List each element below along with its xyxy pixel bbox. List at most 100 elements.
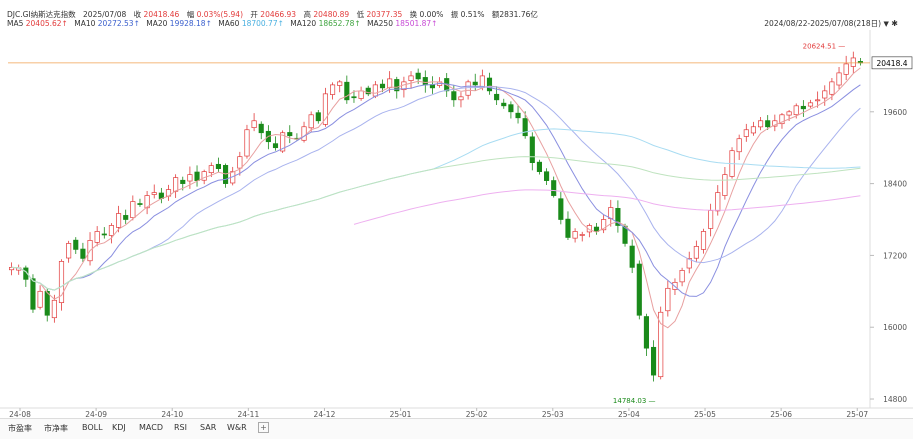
- candle-body: [215, 163, 221, 169]
- candle-body: [700, 231, 707, 250]
- last-price-label: 20418.4: [876, 59, 907, 68]
- ma20-label: MA20: [146, 19, 168, 28]
- tab-kdj[interactable]: KDJ: [112, 423, 126, 432]
- x-tick-label: 24-10: [161, 410, 183, 418]
- candle-body: [793, 105, 799, 116]
- ma60-legend: MA60 18700.77↑: [218, 19, 284, 28]
- tab-wr[interactable]: W&R: [227, 423, 247, 432]
- candle-body: [750, 126, 756, 134]
- turnover-value: 0.00%: [419, 10, 444, 19]
- open-value: 20466.93: [260, 10, 297, 19]
- candle-body: [144, 195, 150, 209]
- candle-body: [330, 84, 336, 95]
- min-price-label: 14784.03 —: [613, 397, 656, 405]
- candle-body: [251, 120, 257, 128]
- chart-background: [0, 30, 913, 418]
- candle-body: [765, 120, 771, 128]
- candle-body: [194, 171, 200, 181]
- candle-body: [208, 165, 214, 174]
- x-tick-label: 25-06: [770, 410, 792, 418]
- candle-body: [850, 57, 856, 67]
- ma10-value: 20272.53↑: [97, 19, 140, 28]
- candle-body: [37, 290, 43, 308]
- candle-body: [108, 225, 114, 236]
- candle-body: [786, 111, 792, 116]
- candle-body: [9, 267, 15, 271]
- candle-body: [501, 102, 507, 107]
- settings-icon[interactable]: ✱: [891, 19, 898, 28]
- high-label: 高: [303, 10, 311, 19]
- period-toolbar: [0, 0, 913, 8]
- candle-body: [344, 81, 350, 101]
- candle-body: [601, 219, 607, 231]
- ma60-value: 18700.77↑: [241, 19, 284, 28]
- candle-body: [94, 231, 100, 243]
- candle-body: [529, 136, 535, 164]
- candle-body: [258, 123, 264, 134]
- candle-body: [51, 299, 57, 319]
- candle-body: [451, 91, 457, 101]
- candle-body: [643, 316, 649, 349]
- ma5-line: [11, 67, 861, 329]
- ma10-legend: MA10 20272.53↑: [74, 19, 140, 28]
- candle-body: [408, 75, 414, 81]
- candle-body: [736, 138, 742, 153]
- candle-body: [337, 81, 343, 86]
- candle-body: [315, 112, 321, 122]
- open-label: 开: [250, 10, 258, 19]
- add-indicator-button[interactable]: +: [258, 422, 269, 433]
- candle-body: [465, 81, 471, 96]
- ma10-line: [11, 82, 861, 297]
- candle-body: [301, 126, 307, 141]
- tab-pb[interactable]: 市净率: [44, 424, 68, 433]
- dropdown-icon[interactable]: ▼: [883, 20, 889, 28]
- candle-body: [280, 132, 286, 152]
- ma250-value: 18501.87↑: [395, 19, 438, 28]
- low-value: 20377.35: [366, 10, 403, 19]
- candle-body: [715, 192, 721, 212]
- ma250-legend: MA250 18501.87↑: [367, 19, 437, 28]
- ma250-line: [353, 189, 861, 225]
- index-name: DJC.GI纳斯达克指数: [7, 10, 76, 19]
- tab-macd[interactable]: MACD: [139, 423, 163, 432]
- candle-body: [394, 79, 400, 92]
- date-range-selector[interactable]: 2024/08/22-2025/07/08(218日) ▼ ✱: [764, 18, 898, 29]
- candle-body: [58, 261, 65, 303]
- x-tick-label: 25-02: [466, 410, 488, 418]
- tab-rsi[interactable]: RSI: [174, 423, 187, 432]
- candle-body: [693, 246, 699, 259]
- candle-body: [80, 248, 86, 259]
- candle-body: [486, 77, 493, 92]
- candle-body: [308, 114, 314, 129]
- candlestick-chart[interactable]: 14800 16000 17200 18400 19600 20418.4 20624.51…: [0, 30, 913, 418]
- candle-body: [73, 239, 79, 250]
- candle-body: [415, 72, 421, 80]
- candle-body: [522, 118, 528, 137]
- candle-body: [651, 346, 657, 376]
- ma5-legend: MA5 20405.62↑: [7, 19, 68, 28]
- x-tick-label: 25-04: [618, 410, 640, 418]
- x-tick-label: 25-01: [390, 410, 412, 418]
- candle-body: [629, 245, 635, 268]
- ma20-value: 19928.18↑: [169, 19, 212, 28]
- turnover-label: 换: [409, 10, 418, 19]
- candle-body: [173, 177, 179, 192]
- tab-sar[interactable]: SAR: [200, 423, 217, 432]
- ma10-label: MA10: [74, 19, 96, 28]
- ma60-label: MA60: [218, 19, 240, 28]
- tab-pe[interactable]: 市盈率: [8, 424, 32, 433]
- candle-body: [579, 234, 585, 236]
- candle-body: [479, 75, 485, 88]
- candle-body: [494, 93, 500, 101]
- ma120-label: MA120: [290, 19, 317, 28]
- low-label: 低: [356, 10, 365, 19]
- tab-boll[interactable]: BOLL: [82, 423, 103, 432]
- candle-body: [272, 143, 279, 149]
- candle-body: [130, 201, 136, 218]
- candle-body: [843, 63, 849, 75]
- candle-body: [187, 174, 193, 182]
- candle-body: [551, 180, 557, 196]
- candle-body: [116, 213, 122, 228]
- candle-body: [544, 171, 550, 181]
- candle-body: [123, 215, 129, 220]
